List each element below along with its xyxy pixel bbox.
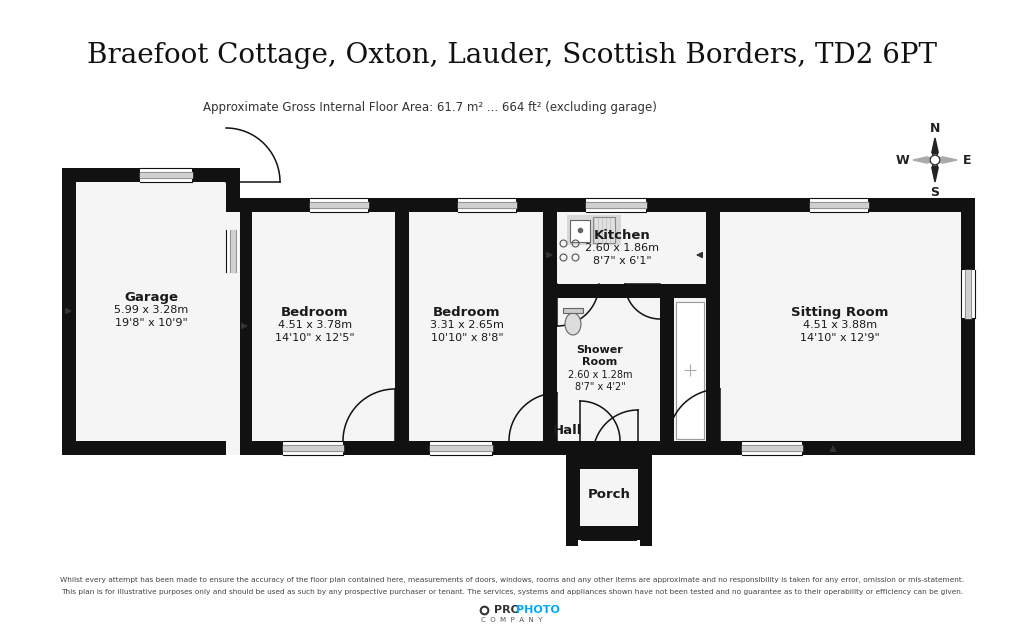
Bar	[640, 528, 652, 546]
Bar	[706, 198, 720, 455]
Text: Porch: Porch	[588, 488, 631, 500]
Text: Bedroom: Bedroom	[433, 305, 501, 319]
Bar	[586, 198, 646, 212]
Polygon shape	[932, 160, 938, 182]
Bar	[238, 441, 975, 455]
Bar	[961, 198, 975, 455]
Bar	[62, 168, 240, 455]
Bar	[566, 528, 578, 546]
Bar	[570, 220, 590, 242]
Text: S: S	[931, 185, 939, 198]
Text: 4.51 x 3.78m: 4.51 x 3.78m	[278, 320, 352, 330]
Text: Shower: Shower	[577, 345, 624, 355]
Bar	[543, 198, 557, 455]
Text: Hall: Hall	[552, 424, 582, 437]
Text: N: N	[930, 122, 940, 135]
Text: PRO: PRO	[494, 605, 520, 615]
Bar	[226, 168, 240, 212]
Bar	[638, 455, 652, 540]
Bar	[140, 168, 193, 182]
Bar	[395, 198, 409, 455]
Text: 3.31 x 2.65m: 3.31 x 2.65m	[430, 320, 504, 330]
Bar	[238, 198, 975, 455]
Bar	[543, 284, 706, 298]
Text: 2.60 x 1.86m: 2.60 x 1.86m	[585, 243, 659, 253]
Bar	[566, 455, 580, 540]
Bar	[581, 536, 637, 541]
Bar	[566, 455, 652, 540]
Bar	[563, 308, 583, 313]
Text: 4.51 x 3.88m: 4.51 x 3.88m	[803, 320, 878, 330]
Circle shape	[930, 155, 940, 165]
Text: PHOTO: PHOTO	[516, 605, 560, 615]
Text: 5.99 x 3.28m: 5.99 x 3.28m	[114, 305, 188, 315]
Bar	[566, 526, 652, 540]
Polygon shape	[932, 138, 938, 160]
Bar	[676, 302, 705, 439]
Text: E: E	[963, 153, 971, 167]
Text: Garage: Garage	[124, 290, 178, 303]
Bar	[961, 270, 975, 318]
Polygon shape	[913, 157, 935, 163]
Text: Sitting Room: Sitting Room	[792, 305, 889, 319]
Bar	[575, 531, 642, 536]
Bar	[810, 198, 868, 212]
Bar	[226, 230, 240, 272]
Text: 19'8" x 10'9": 19'8" x 10'9"	[115, 318, 187, 328]
Text: Bedroom: Bedroom	[282, 305, 349, 319]
Text: Whilst every attempt has been made to ensure the accuracy of the floor plan cont: Whilst every attempt has been made to en…	[60, 577, 964, 583]
Bar	[593, 217, 615, 243]
Text: Kitchen: Kitchen	[594, 229, 650, 242]
Text: This plan is for illustrative purposes only and should be used as such by any pr: This plan is for illustrative purposes o…	[60, 589, 964, 595]
Bar	[238, 198, 252, 455]
Text: Approximate Gross Internal Floor Area: 61.7 m² ... 664 ft² (excluding garage): Approximate Gross Internal Floor Area: 6…	[203, 100, 657, 113]
Bar	[676, 302, 705, 439]
Text: W: W	[896, 153, 910, 167]
Bar	[566, 455, 652, 469]
Bar	[283, 441, 343, 455]
Text: C  O  M  P  A  N  Y: C O M P A N Y	[481, 617, 543, 623]
Text: 10'10" x 8'8": 10'10" x 8'8"	[431, 333, 504, 343]
Bar	[238, 198, 975, 212]
Text: Room: Room	[583, 357, 617, 367]
Text: 8'7" x 4'2": 8'7" x 4'2"	[574, 382, 626, 392]
Text: 2.60 x 1.28m: 2.60 x 1.28m	[567, 370, 632, 380]
Bar	[62, 168, 240, 182]
Text: 14'10" x 12'5": 14'10" x 12'5"	[275, 333, 354, 343]
Ellipse shape	[565, 313, 581, 335]
Bar	[226, 168, 240, 455]
Bar	[310, 198, 368, 212]
Bar	[567, 215, 621, 245]
Bar	[571, 526, 647, 531]
Text: 14'10" x 12'9": 14'10" x 12'9"	[800, 333, 880, 343]
Text: 8'7" x 6'1": 8'7" x 6'1"	[593, 256, 651, 266]
Bar	[660, 284, 674, 455]
Bar	[458, 198, 516, 212]
Bar	[226, 198, 240, 455]
Bar	[62, 168, 76, 455]
Bar	[430, 441, 492, 455]
Bar	[62, 441, 240, 455]
Polygon shape	[935, 157, 957, 163]
Text: Braefoot Cottage, Oxton, Lauder, Scottish Borders, TD2 6PT: Braefoot Cottage, Oxton, Lauder, Scottis…	[87, 41, 937, 68]
Bar	[742, 441, 802, 455]
